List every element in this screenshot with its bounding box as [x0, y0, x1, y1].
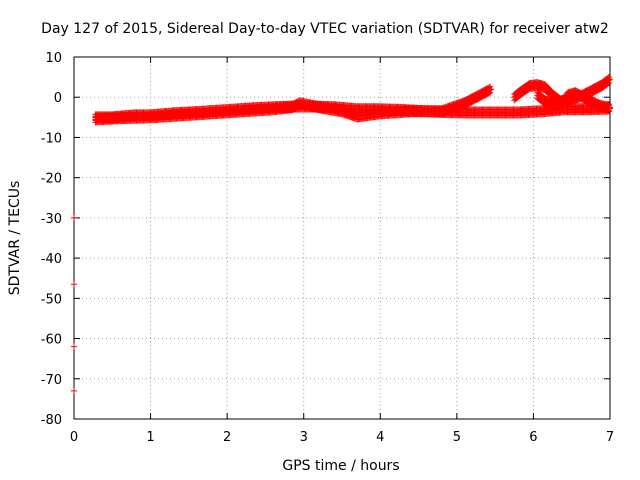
data-point	[604, 80, 611, 87]
data-points	[71, 73, 613, 394]
x-tick-label: 2	[223, 430, 231, 445]
x-axis-label: GPS time / hours	[282, 458, 399, 474]
y-tick-label: -30	[41, 212, 62, 227]
x-tick-label: 1	[146, 430, 154, 445]
data-point	[486, 90, 493, 97]
data-point	[71, 281, 77, 288]
plot-frame	[73, 56, 611, 420]
data-point	[487, 89, 494, 96]
y-tick-label: -70	[41, 373, 62, 388]
y-tick-label: -80	[41, 413, 62, 428]
data-point	[606, 107, 613, 114]
data-point	[71, 214, 77, 221]
x-tick-label: 6	[529, 430, 537, 445]
data-point	[71, 343, 77, 350]
y-tick-label: -40	[41, 252, 62, 267]
y-axis-label: SDTVAR / TECUs	[7, 181, 23, 296]
data-point	[71, 387, 77, 394]
y-tick-label: 10	[45, 51, 62, 66]
x-tick-label: 7	[606, 430, 614, 445]
y-tick-label: -50	[41, 292, 62, 307]
data-point	[607, 104, 613, 111]
chart-title: Day 127 of 2015, Sidereal Day-to-day VTE…	[41, 21, 609, 37]
data-point	[488, 86, 495, 93]
x-tick-label: 4	[376, 430, 384, 445]
x-tick-label: 5	[453, 430, 461, 445]
y-tick-label: -20	[41, 172, 62, 187]
axis-ticks: 0 1 2 3 4 5 6 7 10 0 -10 -20 -30 -40 -50 -60 -70 -80	[41, 51, 614, 445]
x-tick-label: 3	[300, 430, 308, 445]
y-tick-label: -10	[41, 131, 62, 146]
data-point	[605, 79, 612, 86]
y-tick-label: 0	[54, 91, 62, 106]
data-point	[607, 76, 613, 83]
x-tick-label: 0	[70, 430, 78, 445]
y-tick-label: -60	[41, 333, 62, 348]
